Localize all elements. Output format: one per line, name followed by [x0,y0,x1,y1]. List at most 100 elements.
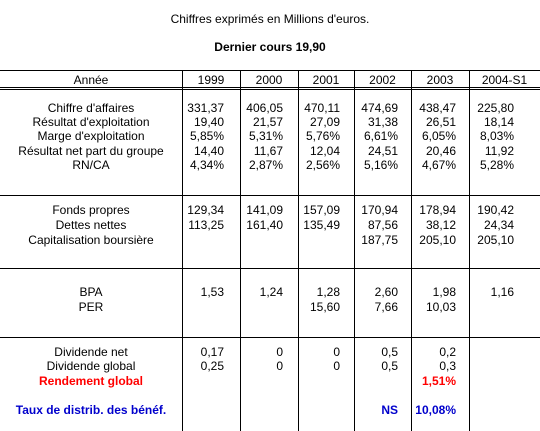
table-cell: 470,11 [304,101,340,115]
table-cell: 4,34% [189,158,224,172]
table-cell: 12,04 [309,144,340,158]
table-cell: 0 [333,359,340,373]
row-divider [0,87,540,88]
row-label: Rendement global [38,374,143,388]
table-cell: 225,80 [477,101,514,115]
column-divider [469,70,470,431]
table-cell: 178,94 [419,203,456,217]
table-cell: 190,42 [477,203,514,217]
table-cell: 1,98 [432,285,456,299]
table-cell: 0,2 [439,345,456,359]
table-cell: 8,03% [479,129,514,143]
row-label: Capitalisation boursière [28,233,154,247]
table-cell: 0,3 [439,359,456,373]
table-cell: 1,28 [316,285,340,299]
row-label: BPA [79,285,103,299]
column-divider [240,70,241,431]
table-cell: 1,16 [490,285,514,299]
table-cell: 141,09 [246,203,283,217]
table-cell: 0,5 [381,359,398,373]
row-label: Taux de distrib. des bénéf. [15,403,167,417]
caption: Chiffres exprimés en Millions d'euros. [170,12,370,26]
table-cell: 0,25 [200,359,224,373]
table-cell: 26,51 [425,115,456,129]
table-cell: 6,05% [421,129,456,143]
table-cell: 161,40 [246,218,283,232]
table-cell: 0,5 [381,345,398,359]
table-cell: 19,40 [193,115,224,129]
table-cell: 5,31% [248,129,283,143]
table-cell: 187,75 [361,233,398,247]
table-cell: 5,16% [363,158,398,172]
row-label: Résultat d'exploitation [32,115,150,129]
header-year: 2003 [426,73,454,87]
table-cell: 2,87% [248,158,283,172]
row-label: Dividende net [54,345,128,359]
table-cell: 27,09 [309,115,340,129]
row-label: Dividende global [46,359,136,373]
table-cell: 87,56 [367,218,398,232]
table-cell: 2,56% [305,158,340,172]
table-cell: 113,25 [188,218,224,232]
table-cell: 129,34 [187,203,224,217]
table-cell: 5,85% [189,129,224,143]
table-cell: 5,76% [305,129,340,143]
table-cell: 1,53 [200,285,224,299]
row-label: RN/CA [72,158,110,172]
table-cell: 11,67 [253,144,283,158]
table-cell: 24,51 [367,144,398,158]
table-cell: NS [381,403,398,417]
header-year: 2002 [369,73,396,87]
header-year: 1999 [197,73,225,87]
table-cell: 1,51% [421,374,456,388]
row-divider [0,70,540,71]
table-cell: 4,67% [421,158,456,172]
table-cell: 135,49 [303,218,340,232]
table-cell: 20,46 [425,144,456,158]
table-cell: 0 [333,345,340,359]
row-label: Dettes nettes [55,218,127,232]
row-label: Résultat net part du groupe [18,144,164,158]
table-cell: 157,09 [303,203,340,217]
table-cell: 474,69 [361,101,398,115]
table-cell: 438,47 [419,101,456,115]
table-cell: 31,38 [367,115,398,129]
table-cell: 10,03 [425,300,456,314]
table-cell: 205,10 [419,233,456,247]
table-cell: 6,61% [363,129,398,143]
table-cell: 205,10 [477,233,514,247]
row-label: Marge d'exploitation [37,129,145,143]
table-cell: 14,40 [193,144,224,158]
column-divider [411,70,412,431]
table-cell: 7,66 [374,300,398,314]
table-cell: 11,92 [484,144,514,158]
table-cell: 0 [276,359,283,373]
table-cell: 10,08% [415,403,456,417]
table-cell: 1,24 [259,285,283,299]
table-cell: 331,37 [187,101,224,115]
table-cell: 170,94 [361,203,398,217]
table-cell: 21,57 [252,115,283,129]
header-year: 2000 [255,73,283,87]
column-divider [298,70,299,431]
row-divider [0,337,540,338]
table-cell: 2,60 [374,285,398,299]
table-cell: 18,14 [483,115,514,129]
table-cell: 5,28% [479,158,514,172]
column-divider [354,70,355,431]
table-cell: 15,60 [309,300,340,314]
table-cell: 38,12 [425,218,456,232]
row-label: Fonds propres [52,203,130,217]
table-cell: 0 [276,345,283,359]
header-year: 2004-S1 [481,73,528,87]
row-divider [0,268,540,269]
subtitle: Dernier cours 19,90 [214,40,326,54]
table-cell: 24,34 [483,218,514,232]
header-year: 2001 [312,73,340,87]
table-cell: 0,17 [200,345,224,359]
row-label: Chiffre d'affaires [47,101,135,115]
header-annee: Année [73,73,109,87]
row-divider [0,89,540,90]
row-divider [0,195,540,196]
row-label: PER [78,300,104,314]
